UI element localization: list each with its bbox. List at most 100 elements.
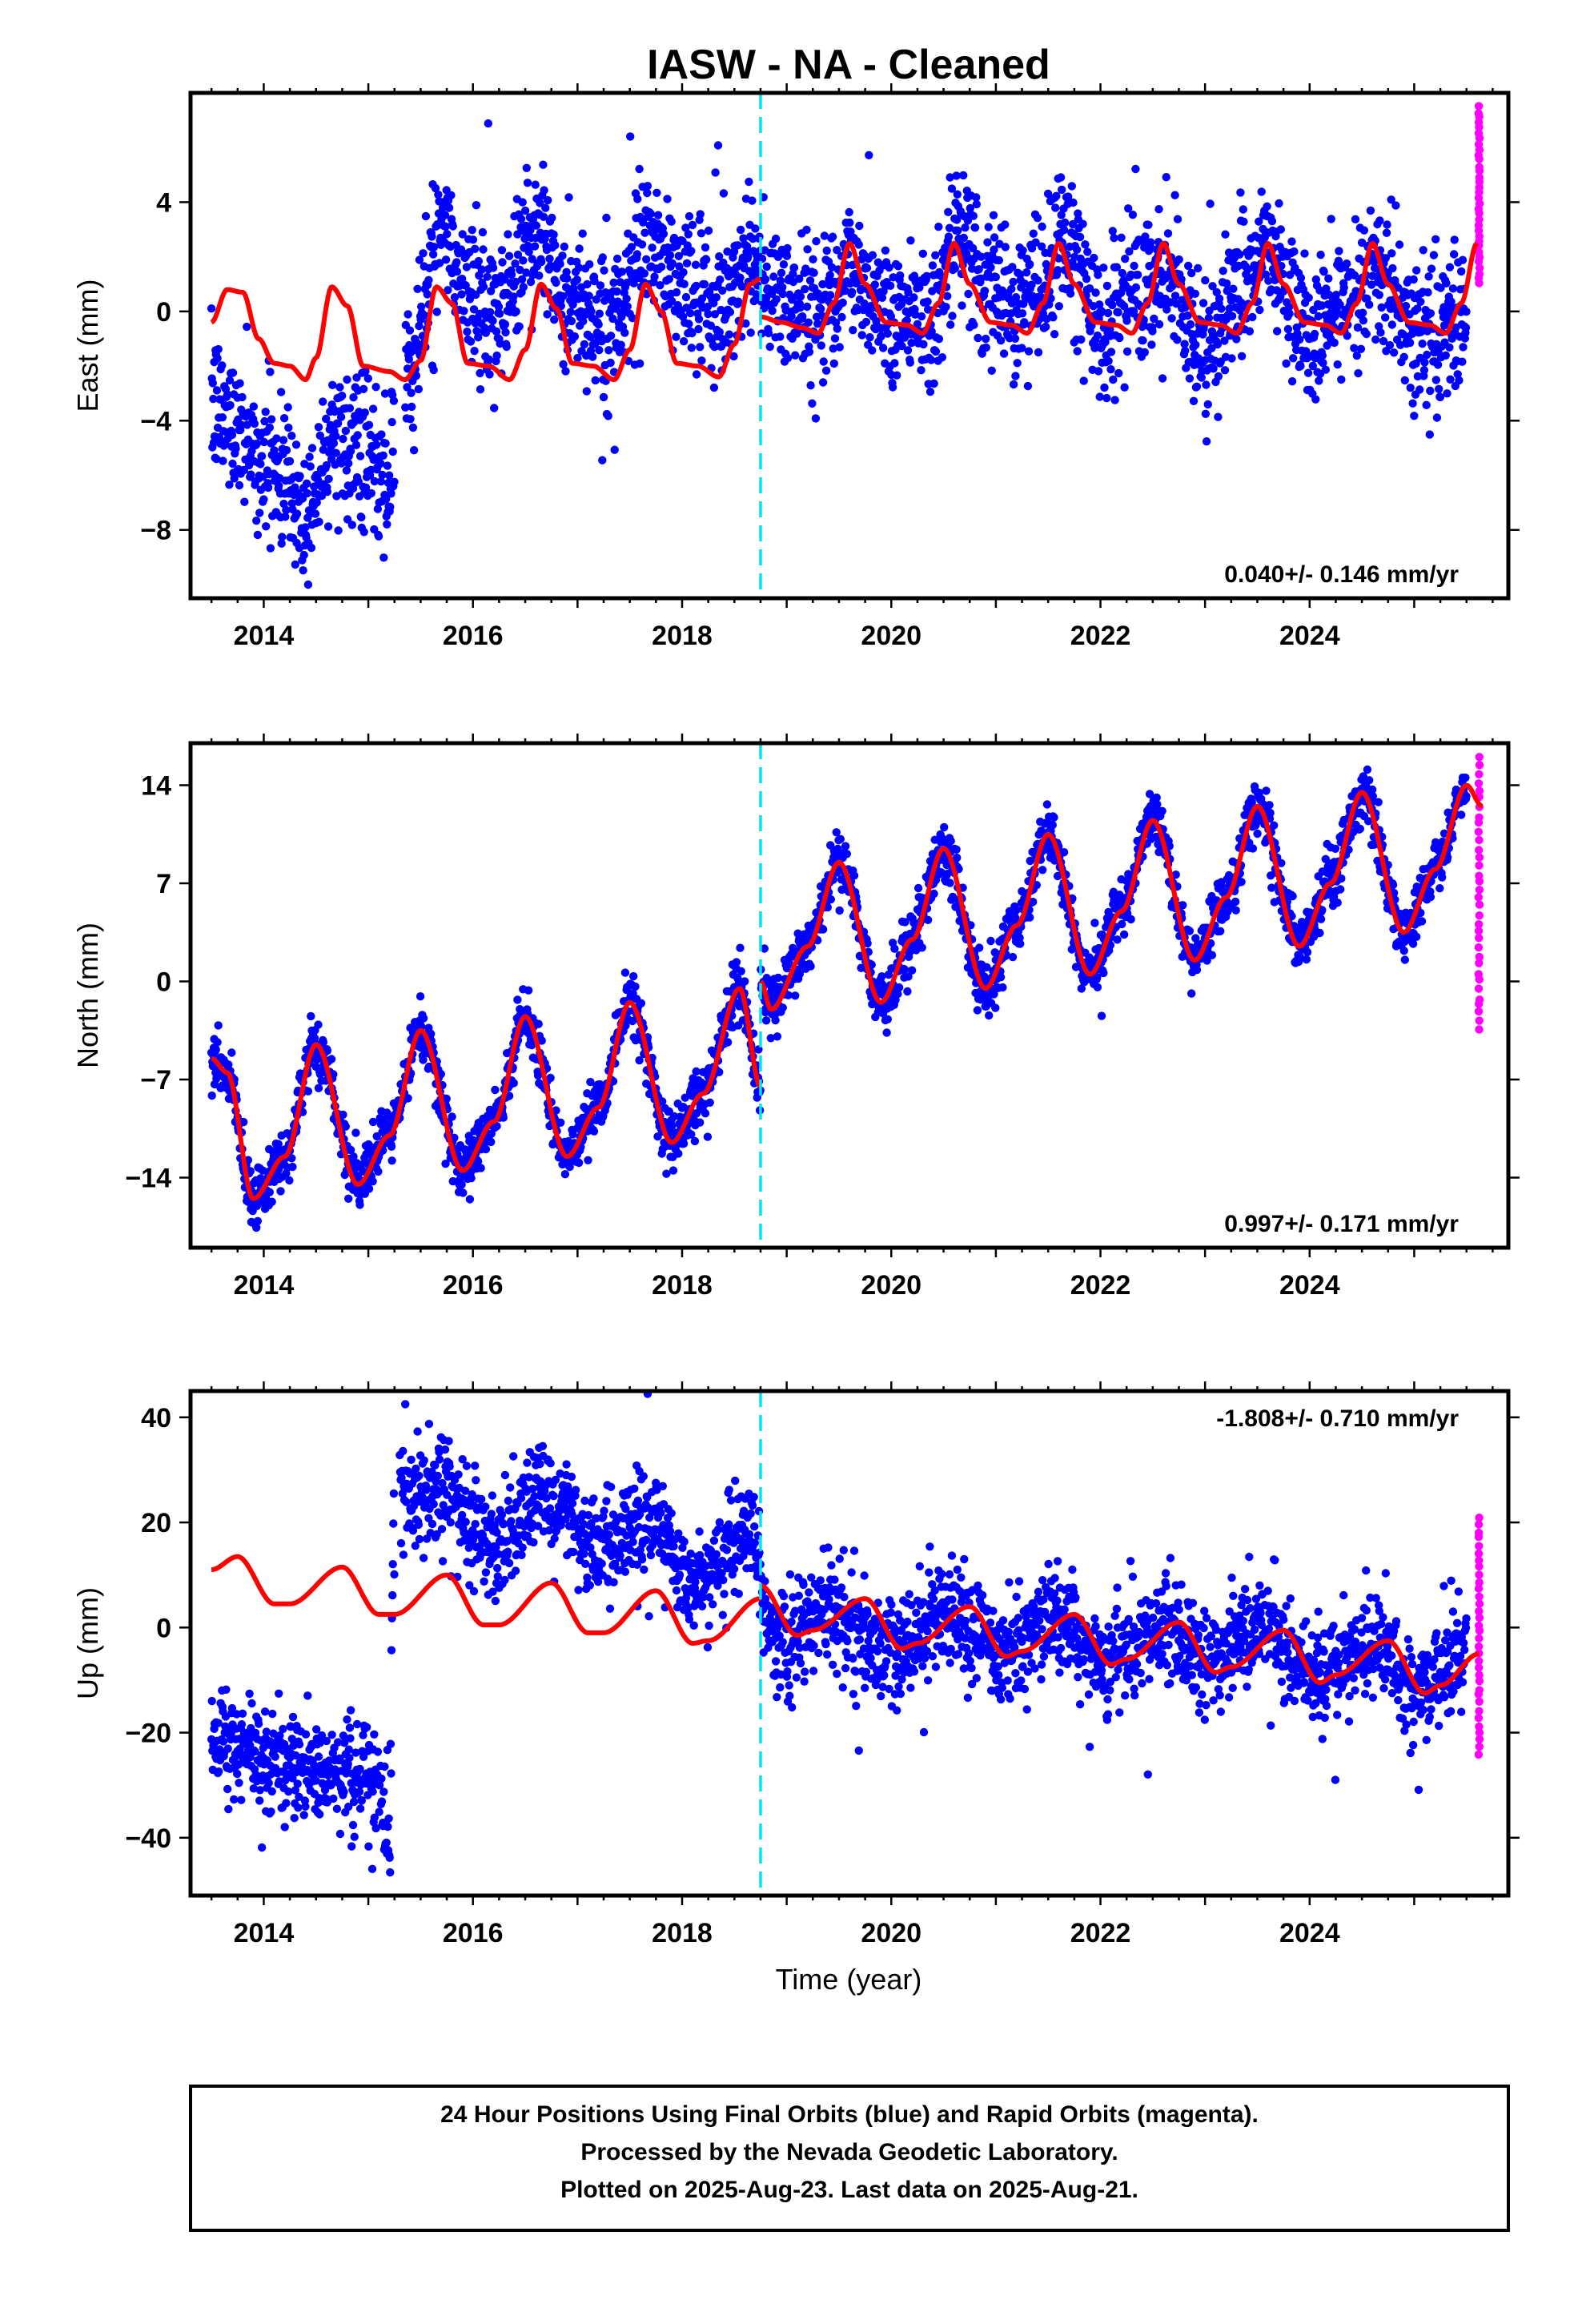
final-orbit-point: [991, 1003, 1000, 1012]
final-orbit-point: [386, 502, 395, 512]
final-orbit-point: [1255, 217, 1263, 226]
final-orbit-point: [1423, 350, 1431, 360]
final-orbit-point: [922, 271, 932, 281]
final-orbit-point: [854, 240, 863, 249]
final-orbit-point: [837, 312, 846, 322]
final-orbit-point: [769, 272, 778, 281]
final-orbit-point: [1350, 271, 1359, 279]
final-orbit-point: [776, 276, 785, 285]
final-orbit-point: [1371, 335, 1380, 344]
final-orbit-point: [668, 296, 677, 306]
final-orbit-point: [531, 180, 540, 189]
final-orbit-point: [444, 203, 454, 212]
final-orbit-point: [339, 1110, 347, 1120]
final-orbit-point: [980, 287, 990, 296]
final-orbit-point: [620, 328, 629, 337]
final-orbit-point: [379, 451, 387, 460]
final-orbit-point: [948, 312, 957, 320]
final-orbit-point: [653, 1132, 662, 1141]
final-orbit-point: [388, 447, 397, 456]
final-orbit-point: [599, 392, 608, 402]
final-orbit-point: [986, 263, 995, 272]
final-orbit-point: [1048, 821, 1058, 830]
final-orbit-point: [1282, 359, 1291, 368]
final-orbit-point: [1032, 881, 1042, 890]
final-orbit-point: [491, 1085, 500, 1095]
final-orbit-point: [265, 423, 274, 432]
final-orbit-point: [883, 1015, 893, 1024]
y-tick-label: 4: [156, 187, 171, 218]
final-orbit-point: [930, 379, 938, 388]
final-orbit-point: [817, 341, 825, 350]
final-orbit-point: [1125, 247, 1134, 256]
final-orbit-point: [331, 432, 340, 440]
final-orbit-point: [1162, 305, 1171, 314]
final-orbit-point: [668, 259, 677, 268]
final-orbit-point: [1445, 263, 1455, 271]
final-orbit-point: [894, 983, 904, 992]
final-orbit-point: [803, 245, 812, 254]
final-orbit-point: [640, 228, 649, 237]
final-orbit-point: [701, 1109, 710, 1118]
final-orbit-point: [263, 483, 273, 493]
final-orbit-point: [729, 352, 738, 361]
final-orbit-point: [341, 1122, 350, 1131]
final-orbit-point: [441, 255, 451, 264]
final-orbit-point: [1219, 267, 1227, 275]
final-orbit-point: [383, 520, 391, 529]
final-orbit-point: [379, 553, 388, 562]
final-orbit-point: [1202, 380, 1211, 389]
final-orbit-point: [972, 199, 982, 209]
final-orbit-point: [1191, 340, 1200, 349]
rapid-orbit-point: [1474, 140, 1484, 149]
final-orbit-point: [1049, 313, 1058, 322]
final-orbit-point: [476, 385, 485, 394]
final-orbit-point: [231, 444, 240, 453]
final-orbit-point: [1099, 263, 1108, 272]
final-orbit-point: [328, 380, 337, 389]
final-orbit-point: [905, 358, 915, 367]
final-orbit-point: [548, 213, 556, 223]
final-orbit-point: [1221, 230, 1230, 239]
final-orbit-point: [1046, 294, 1055, 303]
final-orbit-point: [679, 1103, 688, 1112]
final-orbit-point: [1292, 323, 1302, 332]
final-orbit-point: [1091, 288, 1100, 297]
final-orbit-point: [917, 943, 926, 952]
final-orbit-point: [1435, 384, 1443, 393]
final-orbit-point: [519, 283, 528, 292]
final-orbit-point: [681, 1093, 689, 1102]
final-orbit-point: [303, 479, 311, 488]
final-orbit-point: [849, 871, 859, 880]
final-orbit-point: [833, 324, 842, 333]
final-orbit-point: [315, 431, 324, 440]
final-orbit-point: [523, 179, 532, 187]
final-orbit-point: [604, 346, 613, 355]
final-orbit-point: [1027, 280, 1036, 289]
final-orbit-point: [989, 211, 998, 219]
final-orbit-point: [414, 384, 423, 394]
final-orbit-point: [889, 273, 897, 282]
final-orbit-point: [1079, 376, 1088, 385]
final-orbit-point: [260, 416, 269, 426]
final-orbit-point: [791, 351, 800, 360]
final-orbit-point: [752, 290, 761, 299]
final-orbit-point: [559, 360, 568, 369]
final-orbit-point: [1074, 209, 1082, 218]
final-orbit-point: [1220, 366, 1230, 375]
final-orbit-point: [1457, 267, 1466, 276]
final-orbit-point: [492, 1122, 501, 1131]
final-orbit-point: [240, 497, 249, 506]
final-orbit-point: [674, 1149, 683, 1158]
final-orbit-point: [1331, 291, 1341, 300]
final-orbit-point: [1356, 344, 1366, 353]
final-orbit-point: [339, 434, 347, 444]
final-orbit-point: [469, 305, 479, 314]
final-orbit-point: [1103, 308, 1113, 318]
final-orbit-point: [1042, 259, 1051, 269]
final-orbit-point: [973, 1006, 982, 1015]
final-orbit-point: [1462, 308, 1471, 316]
final-orbit-point: [587, 307, 596, 316]
final-orbit-point: [478, 227, 488, 237]
final-orbit-point: [1129, 307, 1138, 316]
